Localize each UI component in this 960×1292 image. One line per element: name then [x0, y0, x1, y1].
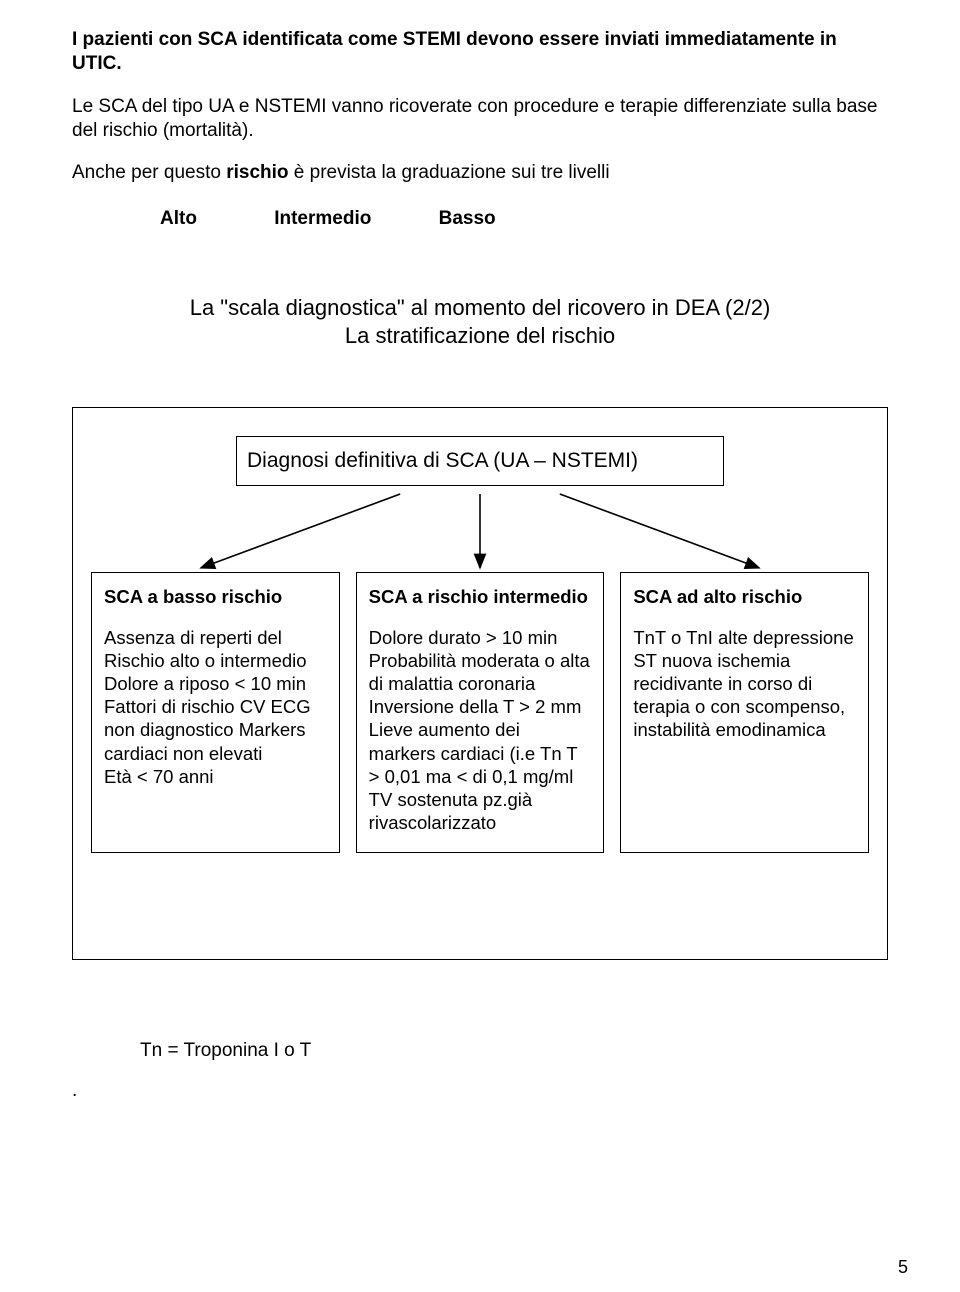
- section-title: La "scala diagnostica" al momento del ri…: [72, 294, 888, 351]
- col1-title: SCA a basso rischio: [104, 585, 327, 608]
- document-page: I pazienti con SCA identificata come STE…: [0, 0, 960, 1292]
- col-alto-rischio: SCA ad alto rischio TnT o TnI alte depre…: [620, 572, 869, 853]
- risk-columns: SCA a basso rischio Assenza di reperti d…: [91, 572, 869, 853]
- intro-block: I pazienti con SCA identificata come STE…: [72, 28, 888, 186]
- level-basso: Basso: [439, 208, 496, 230]
- intro-paragraph-3: Anche per questo rischio è prevista la g…: [72, 161, 888, 185]
- flowchart-container: Diagnosi definitiva di SCA (UA – NSTEMI)…: [72, 407, 888, 960]
- intro-p3-a: Anche per questo: [72, 162, 226, 183]
- section-title-line1: La "scala diagnostica" al momento del ri…: [72, 294, 888, 323]
- diagnosis-box: Diagnosi definitiva di SCA (UA – NSTEMI): [236, 436, 724, 486]
- footnote-dot: .: [72, 1080, 888, 1102]
- col2-title: SCA a rischio intermedio: [369, 585, 592, 608]
- page-number: 5: [898, 1257, 908, 1278]
- col1-body: Assenza di reperti del Rischio alto o in…: [104, 626, 327, 788]
- connector-arrows: [91, 492, 869, 572]
- intro-p3-bold: rischio: [226, 162, 288, 183]
- col-rischio-intermedio: SCA a rischio intermedio Dolore durato >…: [356, 572, 605, 853]
- col3-title: SCA ad alto rischio: [633, 585, 856, 608]
- col2-body: Dolore durato > 10 min Probabilità moder…: [369, 626, 592, 834]
- level-alto: Alto: [160, 208, 197, 230]
- intro-paragraph-2: Le SCA del tipo UA e NSTEMI vanno ricove…: [72, 95, 888, 144]
- footnote-text: Tn = Troponina I o T: [140, 1040, 888, 1062]
- col-basso-rischio: SCA a basso rischio Assenza di reperti d…: [91, 572, 340, 853]
- col3-body: TnT o TnI alte depressione ST nuova isch…: [633, 626, 856, 742]
- risk-levels: Alto Intermedio Basso: [160, 208, 888, 230]
- intro-paragraph-1: I pazienti con SCA identificata come STE…: [72, 28, 888, 77]
- footnote: Tn = Troponina I o T .: [140, 1040, 888, 1102]
- level-intermedio: Intermedio: [274, 208, 371, 230]
- section-title-line2: La stratificazione del rischio: [72, 322, 888, 351]
- intro-p3-c: è prevista la graduazione sui tre livell…: [289, 162, 610, 183]
